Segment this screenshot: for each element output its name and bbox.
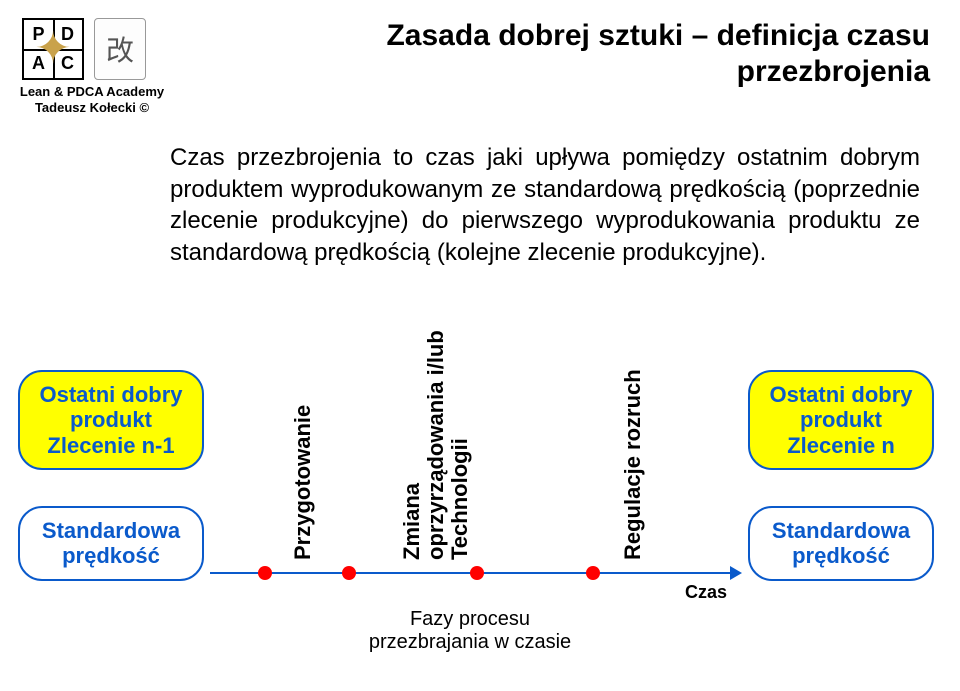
header-logos: ✦ P D A C 改 xyxy=(22,18,146,80)
title-line1: Zasada dobrej sztuki – definicja czasu xyxy=(280,18,930,54)
phase-dot-1 xyxy=(258,566,272,580)
box-right-white: Standardowaprędkość xyxy=(748,506,934,581)
pdca-logo: ✦ P D A C xyxy=(22,18,84,80)
box-right-yellow-text: Ostatni dobryproduktZlecenie n xyxy=(769,382,912,458)
pdca-letter-a: A xyxy=(24,49,53,78)
academy-line2: Tadeusz Kołecki © xyxy=(12,100,172,116)
vlabel-1-text: Przygotowanie xyxy=(290,405,315,560)
vlabel-2-line3: Technologii xyxy=(448,310,472,560)
body-text: Czas przezbrojenia to czas jaki upływa p… xyxy=(170,142,920,269)
box-left-white: Standardowaprędkość xyxy=(18,506,204,581)
vlabel-3-text: Regulacje rozruch xyxy=(620,369,645,560)
box-left-yellow: Ostatni dobryproduktZlecenie n-1 xyxy=(18,370,204,470)
box-left-yellow-text: Ostatni dobryproduktZlecenie n-1 xyxy=(39,382,182,458)
fazy-label: Fazy procesu przezbrajania w czasie xyxy=(330,608,610,654)
vlabel-2-line1: Zmiana xyxy=(400,310,424,560)
phase-dot-2 xyxy=(342,566,356,580)
box-right-yellow: Ostatni dobryproduktZlecenie n xyxy=(748,370,934,470)
title-line2: przezbrojenia xyxy=(280,54,930,90)
kaizen-logo: 改 xyxy=(94,18,146,80)
vlabel-2-line2: oprzyrządowania i/lub xyxy=(424,310,448,560)
page-title: Zasada dobrej sztuki – definicja czasu p… xyxy=(280,18,930,90)
fazy-line1: Fazy procesu xyxy=(330,608,610,631)
academy-line1: Lean & PDCA Academy xyxy=(12,84,172,100)
phase-dot-3 xyxy=(470,566,484,580)
axis-label-text: Czas xyxy=(685,582,727,602)
box-left-white-text: Standardowaprędkość xyxy=(42,518,180,568)
pdca-letter-p: P xyxy=(24,20,53,49)
fazy-line2: przezbrajania w czasie xyxy=(330,631,610,654)
vlabel-regulacje: Regulacje rozruch xyxy=(620,369,646,560)
vlabel-przygotowanie: Przygotowanie xyxy=(290,405,316,560)
academy-text: Lean & PDCA Academy Tadeusz Kołecki © xyxy=(12,84,172,115)
pdca-letter-c: C xyxy=(53,49,82,78)
phase-dot-4 xyxy=(586,566,600,580)
axis-label-czas: Czas xyxy=(685,582,727,603)
diagram: Ostatni dobryproduktZlecenie n-1 Standar… xyxy=(0,330,960,691)
vlabel-zmiana: Zmiana oprzyrządowania i/lub Technologii xyxy=(400,310,473,560)
pdca-letter-d: D xyxy=(53,20,82,49)
box-right-white-text: Standardowaprędkość xyxy=(772,518,910,568)
kaizen-glyph-icon: 改 xyxy=(106,29,134,69)
